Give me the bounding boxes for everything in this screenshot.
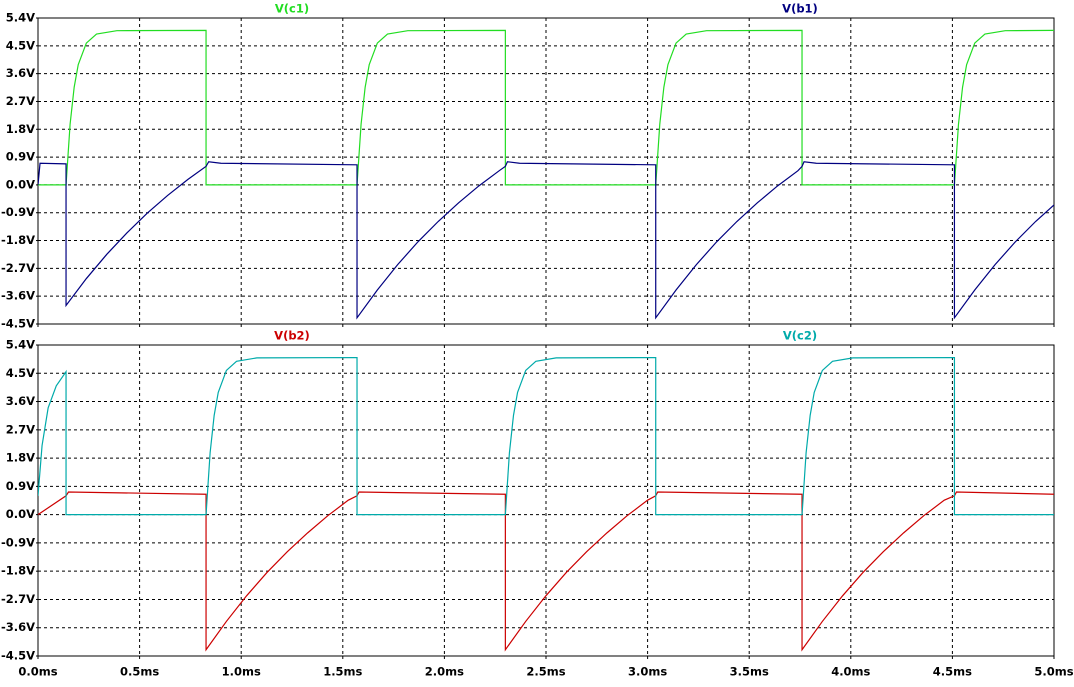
- series-line: [38, 29, 1054, 186]
- y-tick-label: -2.7V: [1, 261, 35, 275]
- series-line: [38, 491, 1054, 652]
- legend-label: V(b2): [274, 329, 310, 343]
- y-tick-label: 4.5V: [6, 366, 35, 380]
- series-line: [38, 356, 1054, 516]
- y-tick-label: 5.4V: [6, 338, 35, 352]
- y-tick-label: 5.4V: [6, 11, 35, 25]
- plot-frame: [37, 344, 1055, 657]
- x-tick-label: 5.0ms: [1034, 665, 1073, 679]
- x-tick-label: 4.5ms: [933, 665, 972, 679]
- y-tick-label: 4.5V: [6, 38, 35, 52]
- y-tick-label: 1.8V: [6, 451, 35, 465]
- y-tick-label: 0.9V: [6, 479, 35, 493]
- x-tick-label: 2.5ms: [526, 665, 565, 679]
- y-tick-label: -0.9V: [1, 205, 35, 219]
- y-tick-label: -2.7V: [1, 592, 35, 606]
- y-tick-label: 3.6V: [6, 66, 35, 80]
- y-tick-label: 0.0V: [6, 507, 35, 521]
- y-tick-label: -1.8V: [1, 564, 35, 578]
- x-tick-label: 4.0ms: [831, 665, 870, 679]
- series-line: [38, 161, 1054, 320]
- y-tick-label: 2.7V: [6, 94, 35, 108]
- y-tick-label: -1.8V: [1, 233, 35, 247]
- x-tick-label: 3.0ms: [628, 665, 667, 679]
- x-tick-label: 0.5ms: [120, 665, 159, 679]
- y-tick-label: 0.9V: [6, 150, 35, 164]
- x-tick-label: 3.5ms: [730, 665, 769, 679]
- legend-label: V(b1): [782, 2, 818, 16]
- x-tick-label: 1.0ms: [222, 665, 261, 679]
- y-tick-label: 1.8V: [6, 122, 35, 136]
- plot-frame: [37, 17, 1055, 325]
- x-tick-label: 1.5ms: [323, 665, 362, 679]
- y-tick-label: 3.6V: [6, 394, 35, 408]
- y-tick-label: -4.5V: [1, 649, 35, 663]
- legend-label: V(c1): [275, 2, 309, 16]
- x-tick-label: 0.0ms: [18, 665, 57, 679]
- legend-label: V(c2): [783, 329, 817, 343]
- y-tick-label: -3.6V: [1, 620, 35, 634]
- y-tick-label: -4.5V: [1, 317, 35, 331]
- y-tick-label: 2.7V: [6, 422, 35, 436]
- y-tick-label: -3.6V: [1, 289, 35, 303]
- x-tick-label: 2.0ms: [425, 665, 464, 679]
- y-tick-label: 0.0V: [6, 177, 35, 191]
- y-tick-label: -0.9V: [1, 535, 35, 549]
